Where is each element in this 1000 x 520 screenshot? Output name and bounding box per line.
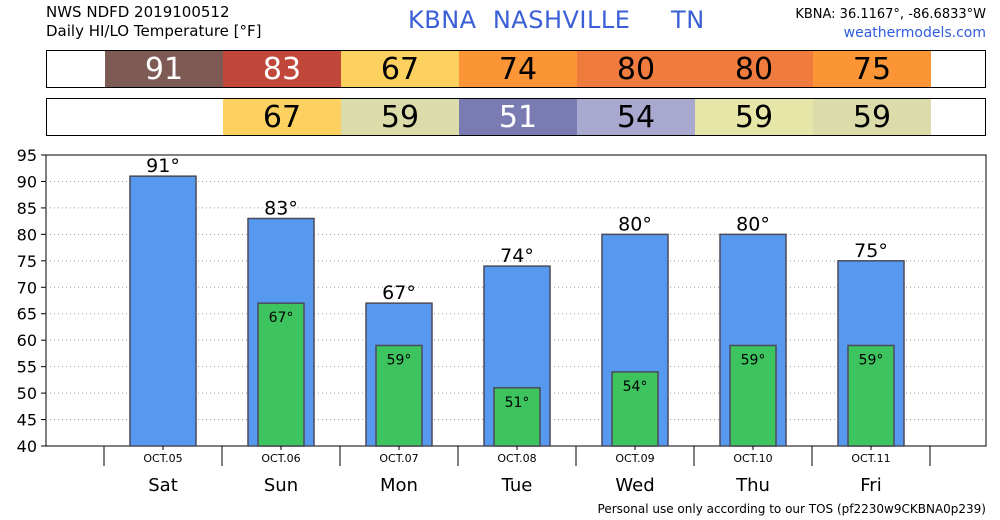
lo-strip-cell: 51: [459, 99, 577, 135]
x-category-label: Wed: [615, 475, 654, 496]
footer-note: Personal use only according to our TOS (…: [597, 502, 986, 516]
lo-bar: [375, 344, 423, 447]
x-category-label: Sat: [148, 475, 178, 496]
hi-strip-cell: 75: [813, 51, 931, 87]
x-date-label: OCT.10: [733, 452, 772, 465]
lo-strip-cell: [105, 99, 223, 135]
hi-strip-cell: 74: [459, 51, 577, 87]
y-tick-label: 90: [17, 172, 37, 191]
y-tick-label: 50: [17, 384, 37, 403]
lo-strip-cell: 54: [577, 99, 695, 135]
hi-bar: [129, 175, 197, 447]
x-date-label: OCT.06: [261, 452, 300, 465]
x-date-label: OCT.09: [615, 452, 654, 465]
y-tick-label: 60: [17, 331, 37, 350]
x-category-label: Fri: [860, 475, 881, 496]
hi-data-label: 91°: [146, 155, 180, 177]
lo-data-label: 67°: [269, 310, 294, 326]
y-tick-label: 45: [17, 411, 37, 430]
y-tick-label: 40: [17, 437, 37, 456]
lo-data-label: 54°: [623, 379, 648, 395]
lo-temp-strip: 67 59 51 54 59 59: [46, 98, 986, 136]
y-tick-label: 65: [17, 305, 37, 324]
hi-data-label: 74°: [500, 245, 534, 267]
station-coords: KBNA: 36.1167°, -86.6833°W: [795, 7, 986, 22]
lo-strip-cell: 67: [223, 99, 341, 135]
station-title: KBNA NASHVILLE TN: [408, 6, 705, 34]
y-tick-label: 70: [17, 278, 37, 297]
x-date-label: OCT.11: [851, 452, 890, 465]
hi-data-label: 80°: [736, 213, 770, 235]
lo-strip-cell: 59: [695, 99, 813, 135]
hi-strip-cell: 80: [695, 51, 813, 87]
site-link[interactable]: weathermodels.com: [843, 25, 986, 41]
x-category-label: Mon: [380, 475, 418, 496]
y-tick-label: 55: [17, 358, 37, 377]
hi-data-label: 75°: [854, 240, 888, 262]
hi-strip-cell: 83: [223, 51, 341, 87]
hi-strip-cell: 67: [341, 51, 459, 87]
lo-data-label: 59°: [387, 352, 412, 368]
y-tick-label: 80: [17, 225, 37, 244]
x-category-label: Sun: [264, 475, 298, 496]
lo-data-label: 59°: [741, 352, 766, 368]
hi-strip-cell: 80: [577, 51, 695, 87]
x-date-label: OCT.05: [143, 452, 182, 465]
y-tick-label: 95: [17, 146, 37, 165]
x-category-label: Thu: [735, 475, 770, 496]
header-left: NWS NDFD 2019100512 Daily HI/LO Temperat…: [46, 3, 262, 41]
lo-strip-cell: 59: [341, 99, 459, 135]
x-category-label: Tue: [501, 475, 533, 496]
lo-strip-cell: 59: [813, 99, 931, 135]
hi-temp-strip: 91 83 67 74 80 80 75: [46, 50, 986, 88]
lo-data-label: 59°: [859, 352, 884, 368]
lo-bar: [611, 371, 659, 447]
x-date-label: OCT.08: [497, 452, 536, 465]
hi-strip-cell: 91: [105, 51, 223, 87]
header-right: KBNA: 36.1167°, -86.6833°W weathermodels…: [795, 5, 986, 43]
y-tick-label: 85: [17, 199, 37, 218]
lo-bar: [847, 344, 895, 447]
hi-data-label: 83°: [264, 197, 298, 219]
hi-data-label: 67°: [382, 282, 416, 304]
lo-bar: [729, 344, 777, 447]
lo-data-label: 51°: [505, 395, 530, 411]
y-tick-label: 75: [17, 252, 37, 271]
model-run-label: NWS NDFD 2019100512: [46, 3, 230, 21]
hi-data-label: 80°: [618, 213, 652, 235]
temperature-chart: 40 45 50 55 60 65 70 75 80 85 90 95 91° OCT.05 Sat 83° 6…: [17, 146, 987, 496]
x-date-label: OCT.07: [379, 452, 418, 465]
lo-bar: [257, 302, 305, 447]
product-label: Daily HI/LO Temperature [°F]: [46, 22, 262, 40]
